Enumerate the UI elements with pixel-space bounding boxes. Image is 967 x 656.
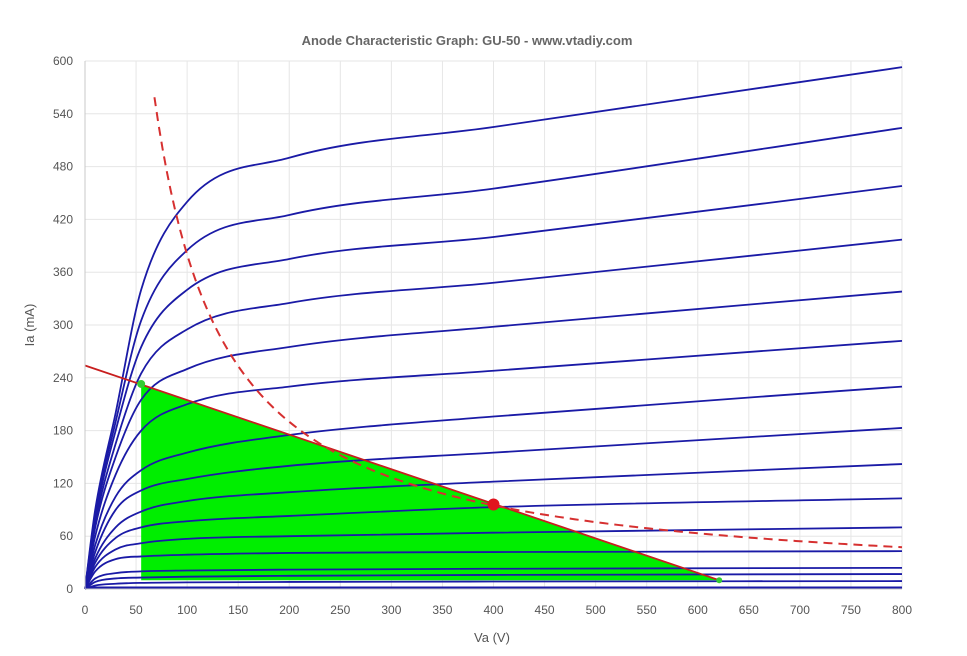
y-tick-label: 120 <box>53 476 73 490</box>
plate-curve <box>84 427 903 590</box>
plate-curve <box>84 526 903 590</box>
x-tick-label: 800 <box>892 603 912 617</box>
x-tick-label: 550 <box>637 603 657 617</box>
x-tick-label: 150 <box>228 603 248 617</box>
plate-curve <box>84 463 903 590</box>
y-tick-label: 420 <box>53 212 73 226</box>
x-tick-label: 350 <box>432 603 452 617</box>
plate-curve <box>84 339 903 590</box>
x-tick-label: 650 <box>739 603 759 617</box>
x-tick-label: 300 <box>381 603 401 617</box>
plate-curve <box>84 185 903 590</box>
y-tick-label: 300 <box>53 318 73 332</box>
overlays <box>84 97 903 584</box>
plate-curve <box>84 580 903 590</box>
x-tick-label: 100 <box>177 603 197 617</box>
y-axis-title: Ia (mA) <box>22 304 37 347</box>
plate-curve <box>84 573 903 590</box>
swing-max-marker <box>137 379 146 388</box>
y-tick-label: 480 <box>53 160 73 174</box>
y-tick-label: 60 <box>60 529 74 543</box>
plate-curve <box>84 126 903 590</box>
plate-curve <box>84 238 903 590</box>
y-tick-label: 0 <box>66 582 73 596</box>
x-axis-title: Va (V) <box>474 630 510 645</box>
x-tick-label: 500 <box>586 603 606 617</box>
swing-min-marker <box>716 577 723 584</box>
load-line <box>84 364 720 582</box>
y-tick-label: 240 <box>53 371 73 385</box>
chart-title: Anode Characteristic Graph: GU-50 - www.… <box>302 33 633 48</box>
plate-curve <box>84 66 903 590</box>
plate-curve <box>84 566 903 590</box>
plate-curves <box>84 66 903 590</box>
y-tick-label: 180 <box>53 424 73 438</box>
plate-curve <box>84 290 903 590</box>
x-tick-label: 50 <box>129 603 143 617</box>
plate-curve <box>84 497 903 590</box>
x-tick-label: 750 <box>841 603 861 617</box>
y-tick-label: 540 <box>53 107 73 121</box>
x-tick-label: 250 <box>330 603 350 617</box>
x-tick-label: 600 <box>688 603 708 617</box>
y-tick-label: 360 <box>53 265 73 279</box>
plate-curve <box>84 385 903 590</box>
plate-curve <box>84 550 903 590</box>
x-tick-label: 400 <box>483 603 503 617</box>
x-tick-label: 700 <box>790 603 810 617</box>
max-dissipation-curve <box>153 97 903 549</box>
x-tick-label: 200 <box>279 603 299 617</box>
axes: 0 50 100 150 200 250 300 350 400 450 500 550 600 650 7… <box>53 54 912 617</box>
y-tick-label: 600 <box>53 54 73 68</box>
operating-point <box>487 498 500 511</box>
x-tick-label: 450 <box>535 603 555 617</box>
x-tick-label: 0 <box>82 603 89 617</box>
